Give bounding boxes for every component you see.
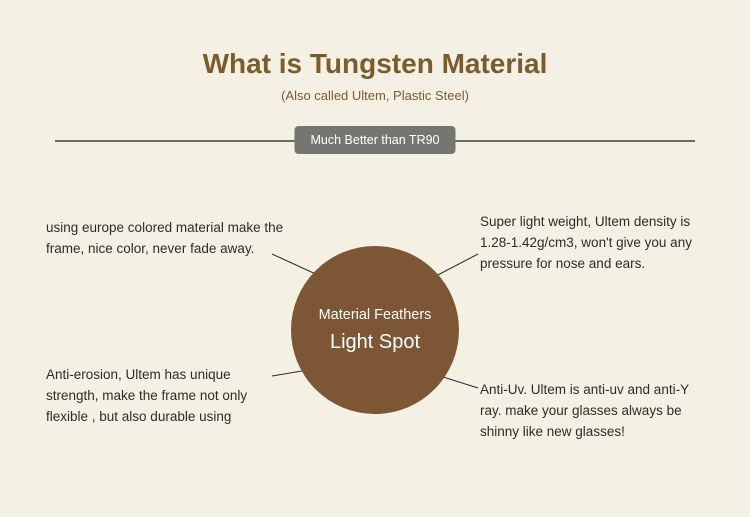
callout-top-left: using europe colored material make the f… (46, 218, 286, 260)
diagram-stage: using europe colored material make the f… (0, 170, 750, 517)
divider-row: Much Better than TR90 (0, 125, 750, 155)
comparison-badge: Much Better than TR90 (294, 126, 455, 154)
callout-bottom-right: Anti-Uv. Ultem is anti-uv and anti-Y ray… (480, 380, 712, 443)
center-circle-label-bottom: Light Spot (330, 331, 420, 354)
connector-br (440, 376, 478, 388)
page-subtitle: (Also called Ultem, Plastic Steel) (0, 88, 750, 103)
page-title: What is Tungsten Material (0, 0, 750, 80)
callout-bottom-left: Anti-erosion, Ultem has unique strength,… (46, 365, 286, 428)
connector-tr (432, 254, 478, 278)
callout-top-right: Super light weight, Ultem density is 1.2… (480, 212, 708, 275)
center-circle-label-top: Material Feathers (319, 307, 432, 323)
center-circle: Material Feathers Light Spot (291, 246, 459, 414)
